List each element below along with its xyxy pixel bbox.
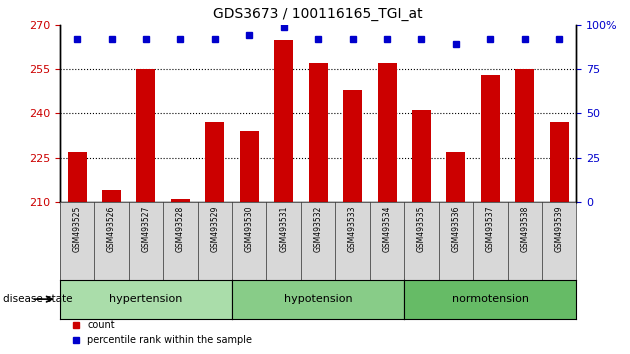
Bar (205, 122, 224, 202)
Text: GSM493537: GSM493537 (486, 206, 495, 252)
Text: normotension: normotension (452, 294, 529, 304)
Bar (343, 90, 362, 202)
Bar (550, 122, 569, 202)
Bar (240, 131, 259, 202)
Legend: count, percentile rank within the sample: count, percentile rank within the sample (68, 316, 256, 349)
Bar (274, 40, 293, 202)
Bar (515, 69, 534, 202)
Text: GSM493530: GSM493530 (245, 206, 254, 252)
Text: GSM493535: GSM493535 (417, 206, 426, 252)
Bar (102, 190, 121, 202)
Text: hypertension: hypertension (109, 294, 183, 304)
Text: GSM493529: GSM493529 (210, 206, 219, 252)
Bar (481, 75, 500, 202)
Text: GSM493525: GSM493525 (72, 206, 81, 252)
Text: GSM493539: GSM493539 (555, 206, 564, 252)
Text: GSM493536: GSM493536 (452, 206, 461, 252)
Text: disease state: disease state (3, 294, 72, 304)
Bar (67, 152, 86, 202)
Bar (447, 152, 466, 202)
Bar (377, 63, 396, 202)
Bar (137, 69, 156, 202)
Text: GSM493534: GSM493534 (382, 206, 391, 252)
Bar (309, 63, 328, 202)
Text: GSM493533: GSM493533 (348, 206, 357, 252)
Text: GSM493527: GSM493527 (142, 206, 151, 252)
Text: GSM493538: GSM493538 (520, 206, 529, 252)
Text: GSM493526: GSM493526 (107, 206, 116, 252)
Text: GSM493532: GSM493532 (314, 206, 323, 252)
Text: GSM493528: GSM493528 (176, 206, 185, 252)
Title: GDS3673 / 100116165_TGI_at: GDS3673 / 100116165_TGI_at (214, 7, 423, 21)
Text: hypotension: hypotension (284, 294, 352, 304)
Text: GSM493531: GSM493531 (279, 206, 288, 252)
Bar (412, 110, 431, 202)
Bar (171, 199, 190, 202)
